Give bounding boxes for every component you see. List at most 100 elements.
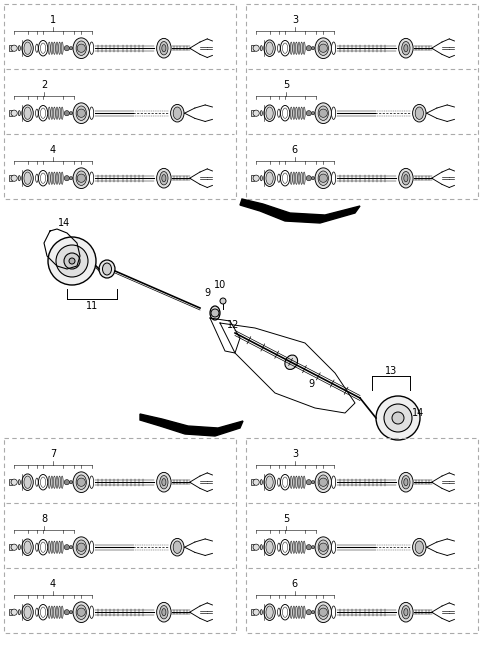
Ellipse shape — [295, 107, 298, 120]
Circle shape — [70, 481, 72, 484]
Ellipse shape — [402, 475, 410, 489]
Ellipse shape — [156, 602, 171, 622]
Ellipse shape — [22, 539, 33, 555]
Ellipse shape — [173, 541, 181, 553]
Ellipse shape — [53, 42, 56, 54]
Text: 13: 13 — [385, 366, 397, 376]
Ellipse shape — [315, 168, 332, 188]
Ellipse shape — [38, 475, 48, 490]
Ellipse shape — [295, 606, 298, 619]
Ellipse shape — [59, 107, 60, 120]
Ellipse shape — [59, 606, 60, 619]
Ellipse shape — [402, 42, 410, 55]
Ellipse shape — [293, 606, 295, 619]
Ellipse shape — [290, 42, 292, 54]
Circle shape — [306, 609, 312, 615]
Ellipse shape — [293, 172, 295, 184]
Ellipse shape — [303, 172, 305, 184]
Circle shape — [312, 611, 314, 614]
Ellipse shape — [156, 473, 171, 492]
Ellipse shape — [38, 106, 48, 121]
Ellipse shape — [415, 541, 423, 553]
Text: 6: 6 — [292, 145, 298, 155]
Circle shape — [211, 309, 219, 317]
Circle shape — [70, 112, 72, 115]
Circle shape — [319, 109, 327, 118]
Ellipse shape — [76, 540, 86, 555]
Ellipse shape — [315, 472, 332, 492]
Ellipse shape — [300, 606, 302, 619]
Ellipse shape — [48, 107, 50, 120]
Circle shape — [70, 611, 72, 614]
Ellipse shape — [53, 541, 56, 553]
Ellipse shape — [56, 606, 58, 619]
Ellipse shape — [293, 42, 295, 54]
Ellipse shape — [280, 475, 290, 490]
Ellipse shape — [90, 172, 94, 184]
Circle shape — [70, 47, 72, 50]
Ellipse shape — [22, 105, 33, 122]
Ellipse shape — [36, 478, 38, 486]
Ellipse shape — [266, 476, 273, 488]
Ellipse shape — [36, 174, 38, 182]
Ellipse shape — [332, 42, 336, 54]
Ellipse shape — [295, 42, 298, 54]
Circle shape — [319, 608, 327, 616]
Ellipse shape — [402, 171, 410, 185]
Ellipse shape — [53, 172, 56, 184]
Ellipse shape — [36, 543, 38, 551]
Ellipse shape — [264, 105, 275, 122]
Ellipse shape — [264, 604, 275, 621]
Ellipse shape — [290, 476, 292, 488]
Circle shape — [11, 45, 17, 52]
Ellipse shape — [264, 40, 275, 56]
Ellipse shape — [277, 543, 280, 551]
Text: 5: 5 — [283, 514, 289, 524]
Circle shape — [253, 609, 259, 615]
Ellipse shape — [156, 38, 171, 58]
Circle shape — [306, 480, 312, 485]
Ellipse shape — [264, 474, 275, 490]
Ellipse shape — [260, 176, 263, 180]
Ellipse shape — [290, 606, 292, 619]
Text: 4: 4 — [50, 145, 56, 155]
Ellipse shape — [18, 480, 20, 485]
Ellipse shape — [298, 42, 300, 54]
Polygon shape — [240, 199, 360, 223]
Ellipse shape — [18, 110, 20, 116]
Ellipse shape — [24, 541, 31, 553]
Ellipse shape — [318, 605, 328, 619]
Ellipse shape — [56, 476, 58, 488]
Ellipse shape — [266, 107, 273, 120]
Ellipse shape — [22, 40, 33, 56]
Circle shape — [306, 176, 312, 180]
Ellipse shape — [48, 476, 50, 488]
Ellipse shape — [90, 42, 94, 54]
Ellipse shape — [38, 604, 48, 620]
Ellipse shape — [266, 42, 273, 54]
Text: 9: 9 — [308, 379, 314, 389]
Ellipse shape — [277, 608, 280, 616]
Ellipse shape — [18, 46, 20, 51]
Ellipse shape — [277, 478, 280, 486]
Bar — [9, 479, 12, 485]
Ellipse shape — [277, 109, 280, 118]
Ellipse shape — [293, 107, 295, 120]
Text: 7: 7 — [50, 449, 56, 459]
Ellipse shape — [399, 473, 413, 492]
Circle shape — [64, 545, 70, 550]
Circle shape — [64, 609, 70, 615]
Ellipse shape — [90, 476, 94, 488]
Ellipse shape — [36, 608, 38, 616]
Ellipse shape — [51, 606, 53, 619]
Ellipse shape — [404, 44, 408, 52]
Ellipse shape — [22, 170, 33, 186]
Circle shape — [253, 544, 259, 551]
Text: 5: 5 — [283, 81, 289, 91]
Circle shape — [312, 176, 314, 180]
Text: 10: 10 — [214, 280, 226, 290]
Ellipse shape — [283, 542, 288, 553]
Ellipse shape — [300, 476, 302, 488]
Ellipse shape — [38, 40, 48, 56]
Ellipse shape — [160, 171, 168, 185]
